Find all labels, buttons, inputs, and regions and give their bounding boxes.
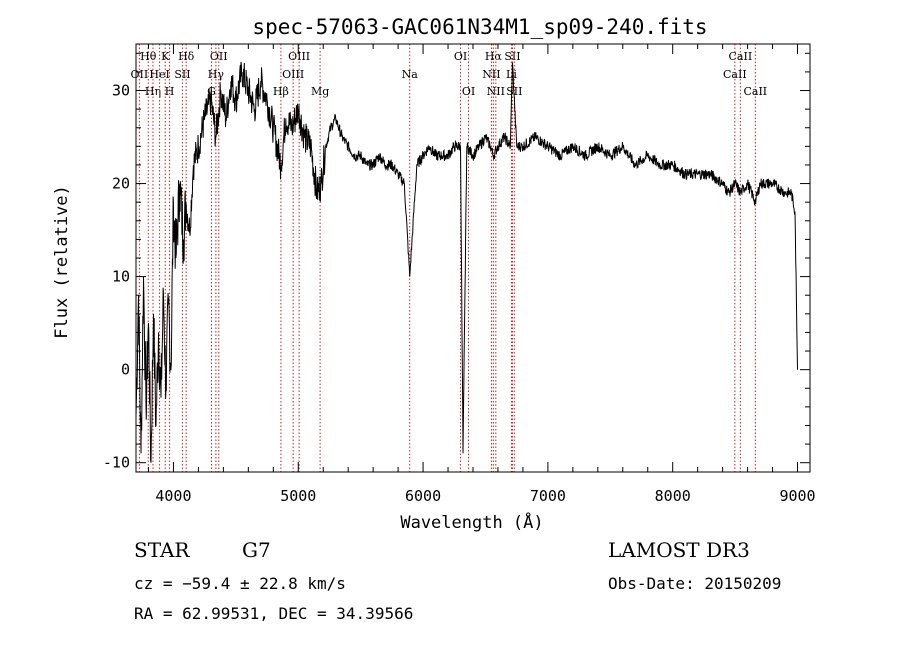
line-marker-label: SII [506, 85, 522, 98]
y-axis: -10 0 10 20 30 [103, 52, 810, 472]
line-marker-label: OIII [288, 50, 310, 63]
survey-name: LAMOST DR3 [608, 538, 750, 562]
line-marker-label: Hβ [273, 85, 289, 98]
line-marker-label: Hγ [208, 68, 225, 81]
line-marker-label: Mg [311, 85, 329, 98]
line-marker-label: OI [462, 85, 475, 98]
line-marker-label: CaII [743, 85, 767, 98]
line-marker-label: OII [210, 50, 228, 63]
y-tick-label: 10 [112, 268, 130, 286]
redshift-cz: cz = −59.4 ± 22.8 km/s [134, 574, 346, 593]
line-marker-label: Hα [485, 50, 503, 63]
obs-date: Obs-Date: 20150209 [608, 574, 782, 593]
x-tick-label: 4000 [155, 487, 191, 505]
line-marker-label: HeI [149, 68, 169, 81]
line-marker-label: Hη [145, 85, 161, 98]
x-axis-label: Wavelength (Å) [400, 511, 543, 533]
y-axis-label: Flux (relative) [52, 185, 72, 339]
line-marker-label: SII [174, 68, 190, 81]
chart-title: spec-57063-GAC061N34M1_sp09-240.fits [252, 15, 707, 39]
x-tick-label: 8000 [655, 487, 691, 505]
x-tick-label: 6000 [405, 487, 441, 505]
line-marker-label: K [161, 50, 170, 63]
x-tick-label: 5000 [280, 487, 316, 505]
object-class: STAR [134, 538, 190, 562]
coordinates: RA = 62.99531, DEC = 34.39566 [134, 604, 414, 623]
line-marker-label: CaII [723, 68, 747, 81]
line-marker-label: Hδ [178, 50, 195, 63]
x-tick-label: 7000 [530, 487, 566, 505]
spectrum-line [135, 61, 798, 463]
y-tick-label: 30 [112, 82, 130, 100]
y-tick-label: 20 [112, 175, 130, 193]
x-axis: 4000 5000 6000 7000 8000 9000 [147, 44, 816, 505]
line-marker-label: H [165, 85, 175, 98]
y-tick-label: 0 [121, 361, 130, 379]
line-marker-label: NII [487, 85, 505, 98]
line-marker-label: NII [482, 68, 500, 81]
y-tick-label: -10 [103, 454, 130, 472]
line-marker-label: SII [504, 50, 520, 63]
line-marker-label: OIII [282, 68, 304, 81]
object-subclass: G7 [242, 538, 271, 562]
line-marker-label: OII [131, 68, 149, 81]
line-marker-label: CaII [729, 50, 753, 63]
spectrum-series [135, 61, 798, 463]
x-tick-label: 9000 [779, 487, 815, 505]
line-marker-label: OI [454, 50, 467, 63]
line-marker-label: Hθ [140, 50, 157, 63]
line-marker-label: Na [402, 68, 419, 81]
